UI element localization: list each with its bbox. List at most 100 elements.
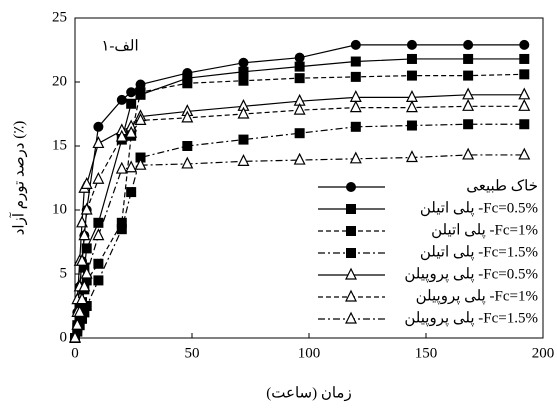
legend-label: پلی اتیلن -Fc=1% bbox=[431, 222, 538, 238]
marker bbox=[73, 305, 86, 317]
marker bbox=[518, 98, 531, 111]
marker bbox=[350, 71, 361, 82]
marker bbox=[406, 120, 417, 131]
marker bbox=[80, 177, 93, 189]
legend-marker bbox=[346, 226, 356, 236]
marker bbox=[405, 150, 418, 163]
legend-marker bbox=[345, 267, 357, 280]
marker bbox=[519, 69, 530, 80]
marker bbox=[81, 243, 92, 254]
x-tick-label: 100 bbox=[298, 345, 321, 361]
y-tick-label: 10 bbox=[52, 201, 67, 217]
marker bbox=[79, 262, 90, 273]
marker bbox=[78, 279, 91, 292]
legend-marker bbox=[346, 204, 356, 214]
marker bbox=[78, 228, 91, 241]
marker bbox=[134, 157, 147, 170]
marker bbox=[463, 70, 474, 81]
legend-label: پلی اتیلن -Fc=0.5% bbox=[420, 200, 538, 216]
annotation: ۱-الف bbox=[101, 38, 138, 54]
marker bbox=[237, 106, 250, 119]
marker bbox=[71, 317, 84, 330]
marker bbox=[405, 90, 418, 102]
marker bbox=[406, 39, 417, 50]
marker bbox=[92, 228, 105, 241]
marker bbox=[76, 253, 88, 266]
legend-marker bbox=[346, 248, 356, 258]
marker bbox=[134, 113, 147, 126]
marker bbox=[294, 73, 305, 84]
marker bbox=[92, 171, 105, 184]
marker bbox=[181, 156, 194, 169]
marker bbox=[518, 87, 531, 100]
marker bbox=[463, 39, 474, 50]
marker bbox=[72, 326, 83, 337]
marker bbox=[349, 100, 362, 113]
y-tick-label: 20 bbox=[52, 73, 67, 89]
marker bbox=[135, 79, 146, 90]
marker bbox=[93, 258, 104, 269]
y-tick-label: 25 bbox=[52, 9, 67, 25]
marker bbox=[350, 56, 361, 67]
y-tick-label: 0 bbox=[60, 329, 68, 345]
marker bbox=[92, 136, 105, 149]
marker bbox=[294, 52, 305, 63]
marker bbox=[350, 39, 361, 50]
marker bbox=[181, 110, 194, 123]
marker bbox=[115, 129, 128, 142]
marker bbox=[405, 100, 418, 113]
marker bbox=[116, 94, 127, 105]
marker bbox=[125, 125, 138, 138]
marker bbox=[238, 66, 249, 77]
legend-marker bbox=[346, 182, 356, 192]
legend-marker bbox=[345, 289, 357, 302]
x-tick-label: 50 bbox=[185, 345, 200, 361]
y-tick-label: 15 bbox=[52, 137, 67, 153]
y-tick-label: 5 bbox=[60, 265, 68, 281]
marker bbox=[135, 87, 146, 98]
legend-label: پلی اتیلن -Fc=1.5% bbox=[420, 244, 538, 260]
marker bbox=[293, 152, 306, 165]
marker bbox=[463, 119, 474, 130]
marker bbox=[518, 147, 531, 160]
marker bbox=[182, 78, 193, 89]
marker bbox=[238, 134, 249, 145]
marker bbox=[294, 61, 305, 72]
marker bbox=[294, 128, 305, 139]
legend-label: پلی پروپیلن -Fc=1.5% bbox=[404, 310, 538, 326]
marker bbox=[80, 202, 93, 215]
marker bbox=[76, 292, 88, 305]
marker bbox=[349, 90, 362, 102]
marker bbox=[350, 121, 361, 132]
marker bbox=[125, 160, 138, 173]
x-tick-label: 150 bbox=[415, 345, 438, 361]
legend-label: پلی پروپیلن -Fc=1% bbox=[416, 288, 538, 304]
marker bbox=[126, 87, 137, 98]
marker bbox=[238, 75, 249, 86]
marker bbox=[519, 39, 530, 50]
marker bbox=[463, 53, 474, 64]
marker bbox=[79, 307, 90, 318]
marker bbox=[406, 70, 417, 81]
x-tick-label: 0 bbox=[71, 345, 79, 361]
marker bbox=[69, 330, 81, 343]
marker bbox=[462, 98, 475, 111]
marker bbox=[76, 215, 88, 228]
marker bbox=[462, 147, 475, 160]
marker bbox=[237, 154, 250, 166]
marker bbox=[182, 141, 193, 151]
marker bbox=[238, 57, 249, 68]
marker bbox=[462, 87, 475, 100]
legend-marker bbox=[345, 311, 357, 324]
marker bbox=[93, 121, 104, 132]
marker bbox=[93, 217, 104, 228]
legend-label: خاک طبیعی bbox=[466, 178, 538, 194]
marker bbox=[93, 275, 104, 286]
marker bbox=[77, 313, 88, 324]
marker bbox=[126, 187, 137, 198]
x-axis-label: زمان (ساعت) bbox=[266, 385, 351, 401]
y-axis-label: درصد تورم آزاد (٪) bbox=[9, 121, 27, 236]
marker bbox=[406, 53, 417, 64]
marker bbox=[519, 53, 530, 64]
marker bbox=[182, 73, 193, 84]
